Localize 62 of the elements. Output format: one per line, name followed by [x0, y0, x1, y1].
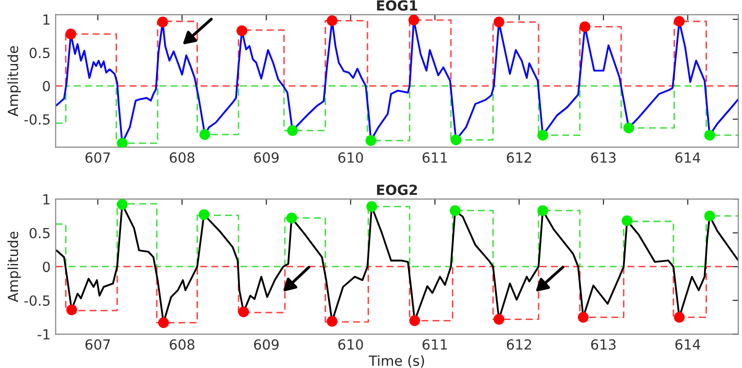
point	[238, 306, 249, 318]
point	[198, 209, 210, 220]
x-tick-label: 609	[254, 152, 279, 163]
point	[494, 16, 504, 28]
point	[366, 201, 378, 212]
point	[450, 205, 460, 216]
x-tick-label: 608	[170, 339, 194, 350]
point	[116, 138, 128, 148]
point	[199, 129, 210, 140]
y-tick-label: 0	[42, 262, 50, 272]
point	[580, 21, 590, 32]
x-tick-label: 607	[86, 152, 110, 163]
point	[157, 16, 168, 28]
point	[365, 135, 376, 146]
point	[704, 130, 716, 141]
x-tick-label: 613	[591, 152, 616, 163]
x-tick-label: 610	[338, 339, 363, 350]
point	[65, 28, 76, 40]
chart-title: EOG2	[377, 184, 417, 196]
x-tick-label: 612	[506, 152, 532, 163]
point	[326, 316, 338, 327]
y-tick-label: 0.5	[30, 228, 50, 238]
x-tick-label: 612	[506, 339, 532, 350]
point	[704, 210, 716, 222]
point	[408, 14, 420, 26]
point	[537, 130, 548, 141]
x-tick-label: 610	[338, 152, 363, 163]
point	[450, 134, 462, 146]
chart-title: EOG1	[377, 0, 418, 11]
x-axis-title: Time (s)	[368, 355, 424, 368]
point	[286, 212, 298, 224]
point	[236, 25, 248, 36]
point	[537, 205, 548, 216]
point	[494, 314, 504, 325]
y-tick-label: 1	[43, 14, 50, 25]
x-tick-label: 611	[422, 339, 447, 350]
x-tick-label: 611	[422, 152, 447, 163]
point	[66, 304, 78, 316]
y-axis-title: Amplitude	[7, 46, 21, 116]
y-axis-title: Amplitude	[7, 232, 21, 302]
point	[116, 199, 128, 210]
y-tick-label: 0.5	[30, 48, 50, 58]
x-tick-label: 614	[675, 339, 700, 350]
y-tick-label: -0.5	[24, 295, 50, 306]
point	[674, 312, 685, 323]
x-tick-label: 614	[675, 152, 700, 163]
x-tick-label: 608	[170, 152, 194, 163]
point	[287, 125, 298, 136]
x-tick-label: 607	[86, 339, 110, 350]
y-tick-label: 0	[42, 80, 50, 92]
x-tick-label: 609	[254, 339, 279, 350]
y-tick-label: 1	[43, 194, 50, 204]
point	[409, 315, 420, 326]
point	[158, 317, 169, 328]
x-tick-label: 613	[591, 339, 616, 350]
point	[622, 215, 632, 226]
point	[674, 16, 685, 27]
y-tick-label: -1	[38, 329, 50, 340]
point	[623, 122, 634, 134]
y-tick-label: -0.5	[24, 114, 50, 125]
point	[326, 15, 338, 26]
point	[578, 312, 589, 323]
